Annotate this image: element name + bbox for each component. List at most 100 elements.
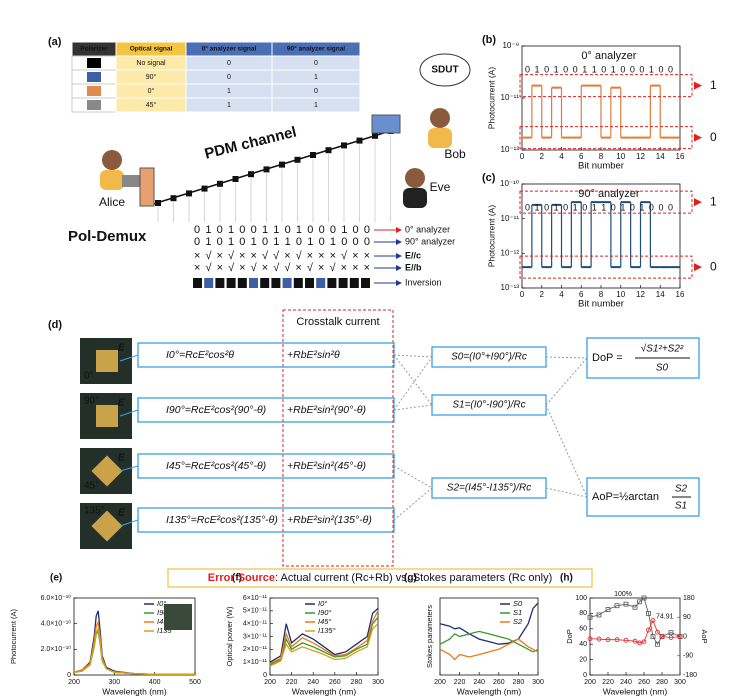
device-electrode: [96, 350, 118, 372]
person-head: [405, 168, 425, 188]
field-label: E: [118, 343, 125, 354]
legend-label: I90°: [318, 608, 331, 617]
level-arrow: [694, 263, 702, 272]
channel-signal: [170, 195, 177, 202]
inversion-block: [204, 278, 214, 288]
inversion-block: [193, 278, 202, 288]
person-head: [102, 150, 122, 170]
legend: 90° analyzer: [578, 188, 640, 200]
marker: [677, 634, 683, 639]
level-box: [519, 126, 693, 150]
x-tick-label: 16: [676, 290, 685, 299]
x-tick-label: 12: [636, 152, 645, 161]
x-tick-label: 200: [68, 679, 80, 686]
marker: [587, 614, 593, 620]
table-cell-text: 0: [314, 60, 318, 67]
x-tick-label: 220: [454, 679, 466, 686]
row-arrowhead: [396, 253, 402, 259]
error-source: Error Source: [208, 572, 275, 584]
legend-label: S0: [513, 599, 523, 608]
dashed-link: [545, 357, 588, 406]
legend-label: I0°: [157, 599, 166, 608]
x-axis-label: Bit number: [578, 299, 624, 310]
alice-polarizer: [139, 167, 155, 207]
y-tick-label: 6×10⁻¹¹: [243, 595, 268, 602]
alice-laptop: [122, 175, 140, 187]
x-tick-label: 12: [636, 290, 645, 299]
bit-row: × √ × √ × × √ √ × √ × × × √ × ×: [194, 250, 370, 262]
series-line: [439, 630, 539, 653]
panel-label: (e): [50, 573, 62, 584]
row-label: E//c: [405, 250, 421, 260]
legend-label: S1: [513, 608, 522, 617]
inversion-block: [271, 278, 281, 288]
channel-signal: [155, 200, 161, 206]
y-tick-label: 0: [583, 672, 587, 679]
channel-signal: [201, 185, 208, 192]
dashed-link: [393, 356, 433, 411]
crosstalk-term: +RbE²sin²θ: [287, 349, 340, 361]
legend-label: I0°: [318, 599, 327, 608]
channel-signal: [248, 171, 254, 178]
x-axis-label: Wavelength (nm): [292, 686, 357, 696]
y2-axis-label: AoP: [700, 629, 709, 643]
y-tick-label: 0: [263, 672, 267, 679]
panel-label: (h): [560, 573, 573, 584]
series-line: [269, 610, 379, 665]
table-header: Polarizer: [80, 46, 108, 53]
x-tick-label: 0: [520, 290, 525, 299]
channel-signal: [232, 176, 239, 182]
pol-demux: Pol-Demux: [68, 228, 147, 245]
y-tick-label: 100: [575, 595, 587, 602]
x-tick-label: 260: [638, 679, 650, 686]
y2-tick-label: -180: [683, 672, 697, 679]
channel-signal: [341, 142, 347, 149]
x-tick-label: 2: [540, 290, 545, 299]
marker: [668, 630, 674, 636]
marker: [596, 612, 602, 618]
x-tick-label: 14: [656, 290, 665, 299]
series-line: [73, 626, 195, 676]
table-cell-text: 45°: [146, 101, 157, 109]
row-label: Inversion: [405, 277, 442, 287]
dashed-link: [393, 404, 433, 411]
row-arrowhead: [396, 239, 402, 245]
marker: [650, 618, 656, 623]
series-line: [269, 623, 379, 667]
legend: 0° analyzer: [581, 50, 636, 62]
level-box: [519, 74, 693, 98]
polarizer-icon: [87, 58, 101, 68]
angle-label: 135°: [84, 506, 105, 517]
y2-tick-label: 0: [683, 633, 687, 640]
legend-label: I45°: [157, 617, 170, 626]
table-cell-text: 0°: [148, 87, 155, 95]
marker: [632, 638, 638, 644]
stokes-equation: S1=(I0°-I90°)/Rc: [452, 400, 525, 411]
crosstalk-term: +RbE²sin²(45°-θ): [287, 460, 366, 472]
marker: [641, 639, 647, 645]
y2-tick-label: 180: [683, 595, 695, 602]
row-arrowhead: [396, 227, 402, 233]
y-tick-label: 2.0×10⁻¹⁰: [41, 645, 72, 653]
x-tick-label: 4: [559, 290, 564, 299]
x-tick-label: 8: [599, 290, 604, 299]
equation: I90°=RcE²cos²(90°-θ): [166, 404, 266, 416]
marker: [605, 637, 611, 643]
marker: [614, 637, 620, 643]
marker: [637, 640, 642, 646]
marker: [614, 603, 620, 609]
inversion-block: [249, 278, 258, 288]
marker: [637, 599, 642, 605]
y-tick-label: 10⁻⁹: [502, 41, 519, 50]
channel-signal: [372, 132, 378, 139]
level-arrow: [694, 198, 702, 207]
series-line: [269, 616, 379, 666]
y-tick-label: 1×10⁻¹¹: [243, 659, 268, 666]
y-tick-label: 10⁻¹³: [501, 145, 520, 154]
dop-box: [586, 337, 700, 379]
table-cell-text: 1: [227, 88, 231, 95]
polarizer-icon: [87, 100, 101, 110]
bit-sequence: 0 1 0 1 0 1 0 1 1 0 1 0 1 0 0 0: [525, 202, 673, 212]
stokes-equation: S2=(I45°-I135°)/Rc: [447, 483, 531, 494]
crosstalk-label: Crosstalk current: [296, 316, 379, 328]
